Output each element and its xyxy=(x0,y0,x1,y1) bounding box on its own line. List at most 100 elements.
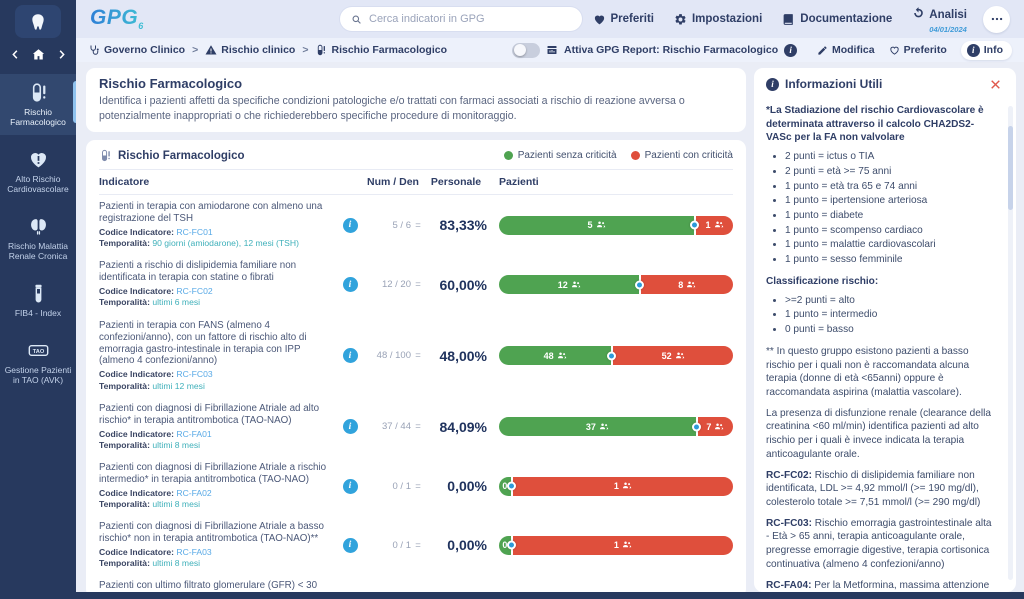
heart-icon xyxy=(593,13,606,26)
sidebar-item-rischio-farmacologico[interactable]: Rischio Farmacologico xyxy=(0,74,76,136)
home-icon[interactable] xyxy=(31,47,46,62)
close-icon[interactable] xyxy=(989,78,1002,91)
people-icon xyxy=(714,220,724,230)
bar-segment-red[interactable]: 8 xyxy=(641,275,733,295)
bar-segment-green[interactable]: 12 xyxy=(499,275,640,295)
patients-bar[interactable]: 48 52 xyxy=(499,346,733,366)
kidneys-icon xyxy=(28,216,49,237)
analisi-date: 04/01/2024 xyxy=(929,24,967,34)
app-logo-tile[interactable] xyxy=(15,5,61,38)
patients-bar[interactable]: 5 1 xyxy=(499,215,733,235)
chevron-right-icon[interactable] xyxy=(55,48,68,61)
bar-segment-red[interactable]: 7 xyxy=(697,417,733,437)
num-den-value: 0 / 1 xyxy=(392,480,412,492)
info-panel-scrollbar-track[interactable] xyxy=(1008,106,1013,580)
indicator-title: Pazienti in terapia con amiodarone con a… xyxy=(99,201,323,225)
red-count: 1 xyxy=(613,481,619,492)
num-den-value: 37 / 44 xyxy=(381,421,411,433)
patients-bar[interactable]: 12 8 xyxy=(499,275,733,295)
breadcrumb-item-governo-clinico[interactable]: Governo Clinico xyxy=(88,44,185,56)
sidebar-nav: Rischio Farmacologico Alto Rischio Cardio… xyxy=(0,74,76,393)
percent-value: 48,00% xyxy=(439,347,487,364)
breadcrumb-separator: > xyxy=(302,44,309,56)
gear-icon xyxy=(674,13,687,26)
vial-icon xyxy=(28,283,49,304)
indicator-title: Pazienti con diagnosi di Fibrillazione A… xyxy=(99,461,327,485)
info-bullet: 0 punti = basso xyxy=(785,323,996,337)
report-info-badge[interactable]: i xyxy=(784,43,798,57)
bar-threshold-marker xyxy=(691,422,701,432)
indicator-info-icon[interactable]: i xyxy=(342,419,358,435)
page-header-card: Rischio Farmacologico Identifica i pazie… xyxy=(86,68,746,133)
breadcrumb-label: Rischio Farmacologico xyxy=(331,44,448,56)
menu-preferiti[interactable]: Preferiti xyxy=(593,13,654,26)
legend-dot xyxy=(503,151,513,161)
indicator-code: RC-FA02 xyxy=(176,487,212,498)
bar-segment-green[interactable]: 48 xyxy=(499,346,612,366)
people-icon xyxy=(675,351,685,361)
patients-bar[interactable]: 0 1 xyxy=(499,476,733,496)
indicator-row-rc-fc01: Pazienti in terapia con amiodarone con a… xyxy=(99,195,733,254)
bar-segment-green[interactable]: 37 xyxy=(499,417,696,437)
bar-segment-red[interactable]: 52 xyxy=(613,346,733,366)
bar-segment-red[interactable]: 1 xyxy=(512,476,733,496)
indicator-temporality-line: Temporalità: ultimi 8 mesi xyxy=(99,439,201,450)
menu-impostazioni[interactable]: Impostazioni xyxy=(674,13,762,26)
preferito-button[interactable]: Preferito xyxy=(889,44,947,56)
people-icon xyxy=(622,481,632,491)
info-panel-scrollbar[interactable] xyxy=(1008,126,1013,210)
sidebar-item-alto-rischio-cardiovascolare[interactable]: Alto Rischio Cardiovascolare xyxy=(0,141,76,202)
sidebar-item-fib4-index[interactable]: FIB4 - Index xyxy=(0,275,76,326)
tao-badge-icon: TAO xyxy=(28,340,49,361)
patients-bar[interactable]: 0 1 xyxy=(499,535,733,555)
info-paragraph: RC-FC03: Rischio emorragia gastrointesti… xyxy=(766,517,992,570)
report-toggle-group: Attiva GPG Report: Rischio Farmacologico… xyxy=(512,42,798,58)
search-input[interactable] xyxy=(369,13,571,25)
indicator-row-rc-fa03: Pazienti con diagnosi di Fibrillazione A… xyxy=(99,515,733,574)
menu-label: Preferiti xyxy=(610,13,654,25)
heart-outline-icon xyxy=(889,45,900,56)
breadcrumb: Governo Clinico > Rischio clinico > Rischio … xyxy=(88,44,447,56)
info-button[interactable]: i Info xyxy=(960,40,1012,60)
equals-sign: = xyxy=(415,480,421,492)
indicator-info-icon[interactable]: i xyxy=(342,217,358,233)
menu-analisi[interactable]: Analisi 04/01/2024 xyxy=(912,5,967,34)
info-bullet: 1 punto = ipertensione arteriosa xyxy=(785,194,996,208)
patients-bar[interactable]: 37 7 xyxy=(499,417,733,437)
indicator-info-icon[interactable]: i xyxy=(342,478,358,494)
indicator-code-line: Codice Indicatore: RC-FC02 xyxy=(99,286,213,297)
sidebar-item-gestione-pazienti-tao[interactable]: TAO Gestione Pazienti in TAO (AVK) xyxy=(0,332,76,393)
sidebar-item-rischio-malattia-renale-cronica[interactable]: Rischio Malattia Renale Cronica xyxy=(0,208,76,269)
bar-segment-green[interactable]: 0 xyxy=(499,535,511,555)
equals-sign: = xyxy=(415,539,421,551)
breadcrumb-item-rischio-farmacologico[interactable]: Rischio Farmacologico xyxy=(315,44,447,56)
search-box[interactable] xyxy=(340,7,582,31)
bar-segment-red[interactable]: 1 xyxy=(696,215,733,235)
sidebar-item-label: Rischio Farmacologico xyxy=(10,107,66,128)
bar-segment-red[interactable]: 1 xyxy=(512,535,733,555)
pill-alert-icon xyxy=(99,149,112,162)
info-panel-title: Informazioni Utili xyxy=(785,77,883,91)
report-toggle[interactable] xyxy=(512,42,540,58)
bar-threshold-marker xyxy=(690,220,699,230)
indicator-info-icon[interactable]: i xyxy=(342,277,358,293)
modifica-button[interactable]: Modifica xyxy=(817,44,875,56)
indicator-text: Pazienti a rischio di dislipidemia famil… xyxy=(99,260,339,308)
indicator-info-icon[interactable]: i xyxy=(342,348,358,364)
legend-dot xyxy=(630,151,640,161)
equals-sign: = xyxy=(415,421,421,433)
breadcrumb-item-rischio-clinico[interactable]: Rischio clinico xyxy=(205,44,295,56)
bar-segment-green[interactable]: 5 xyxy=(499,215,694,235)
people-icon xyxy=(686,280,696,290)
bar-segment-green[interactable]: 0 xyxy=(499,476,511,496)
info-lead: Classificazione rischio: xyxy=(766,275,879,287)
stethoscope-icon xyxy=(88,44,100,56)
indicator-temporality: ultimi 12 mesi xyxy=(152,380,205,391)
more-options-button[interactable] xyxy=(983,5,1010,33)
indicator-info-icon[interactable]: i xyxy=(342,537,358,553)
indicator-temporality: ultimi 8 mesi xyxy=(152,558,201,569)
gpg-logo[interactable]: GPG6 xyxy=(90,5,144,32)
menu-documentazione[interactable]: Documentazione xyxy=(782,13,892,26)
indicator-text: Pazienti con diagnosi di Fibrillazione A… xyxy=(99,462,339,510)
chevron-left-icon[interactable] xyxy=(9,48,22,61)
